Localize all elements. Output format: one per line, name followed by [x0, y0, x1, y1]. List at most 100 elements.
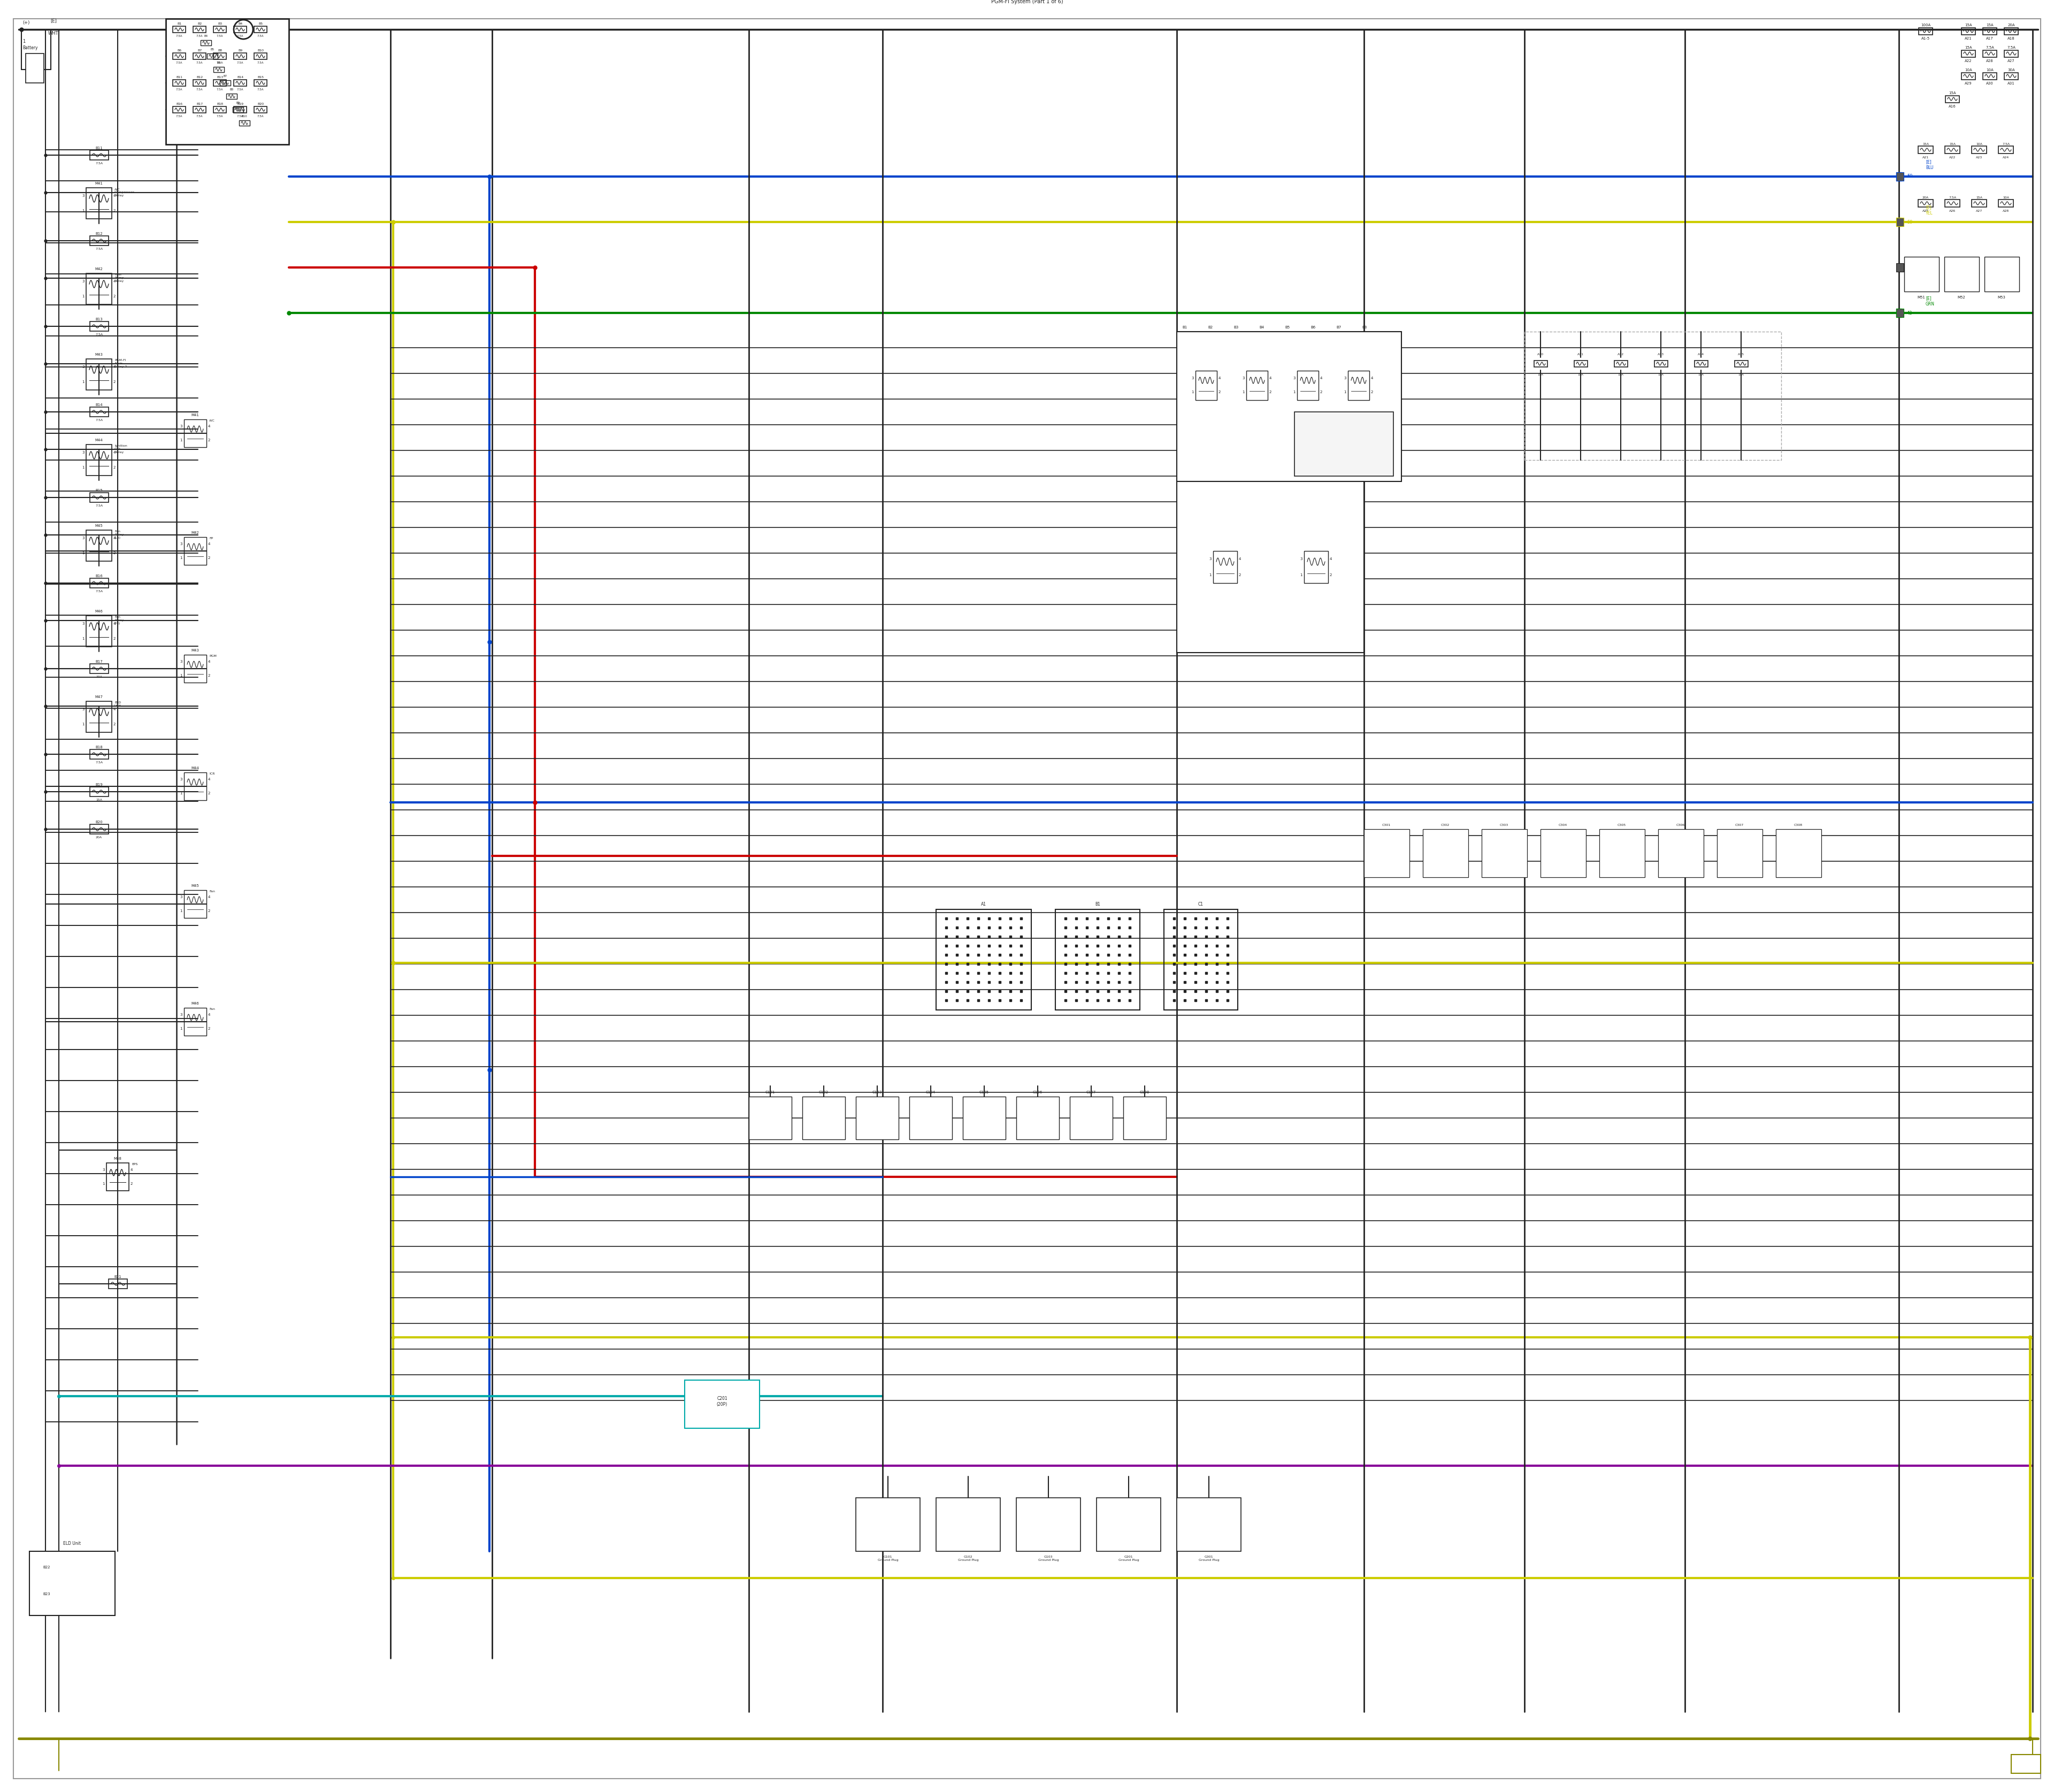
- Text: 3: 3: [1210, 557, 1212, 561]
- Text: 7.5A: 7.5A: [94, 590, 103, 593]
- Text: B3: B3: [218, 23, 222, 25]
- Text: B11: B11: [94, 147, 103, 151]
- Text: 2: 2: [113, 380, 115, 383]
- Bar: [2005, 73, 2019, 79]
- Text: 7.5A: 7.5A: [94, 247, 103, 251]
- Text: Fan
Relay
(Hi): Fan Relay (Hi): [115, 616, 123, 625]
- Bar: [1165, 909, 1239, 1011]
- Text: 3: 3: [181, 1012, 183, 1016]
- Text: 7.5A: 7.5A: [216, 61, 224, 65]
- Text: 7.5A: 7.5A: [94, 333, 103, 335]
- Text: B7: B7: [197, 48, 201, 52]
- Text: A15: A15: [1738, 353, 1744, 357]
- Text: B18: B18: [216, 102, 224, 106]
- Text: 15A: 15A: [1699, 373, 1705, 376]
- Text: 4: 4: [1239, 557, 1241, 561]
- Text: 1: 1: [82, 466, 84, 470]
- Bar: [255, 27, 267, 32]
- Text: 4: 4: [1329, 557, 1333, 561]
- Text: M53: M53: [1999, 296, 2005, 299]
- Bar: [1017, 1097, 1060, 1140]
- Text: A/C
Compressor
Relay: A/C Compressor Relay: [115, 188, 136, 197]
- Bar: [857, 1498, 920, 1552]
- Text: Fan: Fan: [210, 1007, 216, 1011]
- Text: [E]: [E]: [49, 18, 58, 23]
- Text: C1: C1: [1197, 901, 1204, 907]
- Text: 1: 1: [1294, 391, 1296, 394]
- Bar: [1653, 360, 1668, 367]
- Text: 7.5A: 7.5A: [236, 88, 244, 91]
- Text: 1: 1: [23, 39, 25, 43]
- Text: B1: B1: [1183, 326, 1187, 330]
- Text: 1: 1: [1210, 573, 1212, 577]
- Text: 7.5A: 7.5A: [94, 762, 103, 763]
- Bar: [1177, 332, 1401, 482]
- Bar: [214, 27, 226, 32]
- Text: 15A: 15A: [97, 799, 103, 801]
- Text: A16: A16: [1949, 106, 1955, 108]
- Text: A12: A12: [1616, 353, 1625, 357]
- Text: A13: A13: [1658, 353, 1664, 357]
- Bar: [1962, 50, 1976, 57]
- Bar: [173, 54, 185, 59]
- Bar: [86, 616, 111, 647]
- Bar: [185, 419, 207, 448]
- Text: 10A: 10A: [1986, 68, 1994, 72]
- Text: 7.5A: 7.5A: [257, 88, 263, 91]
- Text: 7.5A: 7.5A: [94, 504, 103, 507]
- Text: B20: B20: [257, 102, 263, 106]
- Text: 7.5A: 7.5A: [216, 34, 224, 38]
- Bar: [1918, 145, 1933, 154]
- Bar: [857, 1097, 900, 1140]
- Text: 20A: 20A: [1923, 197, 1929, 199]
- Text: B12: B12: [94, 233, 103, 235]
- Text: B19: B19: [94, 783, 103, 787]
- Text: 1: 1: [1343, 391, 1345, 394]
- Bar: [1984, 256, 2019, 292]
- Text: 2: 2: [113, 466, 115, 470]
- Bar: [90, 321, 109, 332]
- Bar: [86, 530, 111, 561]
- Bar: [234, 106, 246, 113]
- Text: 3: 3: [82, 194, 84, 197]
- Bar: [1945, 256, 1980, 292]
- Bar: [86, 188, 111, 219]
- Text: PGM: PGM: [210, 654, 216, 658]
- Bar: [1540, 830, 1586, 878]
- Text: 1: 1: [82, 380, 84, 383]
- Text: B11: B11: [177, 75, 183, 79]
- Bar: [193, 54, 205, 59]
- Text: [E]
GRN: [E] GRN: [1927, 296, 1935, 306]
- Bar: [1896, 172, 1902, 181]
- Text: M43: M43: [191, 649, 199, 652]
- Bar: [214, 66, 224, 72]
- Text: 7.5A: 7.5A: [2003, 143, 2009, 145]
- Bar: [90, 151, 109, 159]
- Bar: [179, 22, 281, 134]
- Text: M44: M44: [191, 767, 199, 771]
- Text: 7.5A: 7.5A: [216, 115, 224, 118]
- Text: 2: 2: [131, 1183, 134, 1185]
- Text: [E]
YEL: [E] YEL: [1927, 206, 1933, 215]
- Bar: [234, 54, 246, 59]
- Bar: [90, 237, 109, 246]
- Text: G102
Ground Plug: G102 Ground Plug: [957, 1555, 978, 1561]
- Text: 4: 4: [207, 778, 210, 781]
- Text: 4: 4: [207, 896, 210, 898]
- Bar: [750, 1097, 791, 1140]
- Text: 3: 3: [1294, 376, 1296, 380]
- Bar: [1972, 199, 1986, 208]
- Text: B1: B1: [177, 23, 181, 25]
- Bar: [1423, 830, 1469, 878]
- Bar: [1896, 217, 1904, 226]
- Text: 10A: 10A: [97, 676, 103, 679]
- Bar: [207, 54, 218, 59]
- Text: B15: B15: [257, 75, 263, 79]
- Bar: [1534, 360, 1547, 367]
- Bar: [803, 1097, 844, 1140]
- Text: Fuel
Pump
Relay: Fuel Pump Relay: [115, 274, 123, 281]
- Text: 2: 2: [207, 439, 210, 443]
- Text: A24: A24: [2003, 156, 2009, 159]
- Text: B8: B8: [218, 48, 222, 52]
- Text: B2: B2: [1208, 326, 1214, 330]
